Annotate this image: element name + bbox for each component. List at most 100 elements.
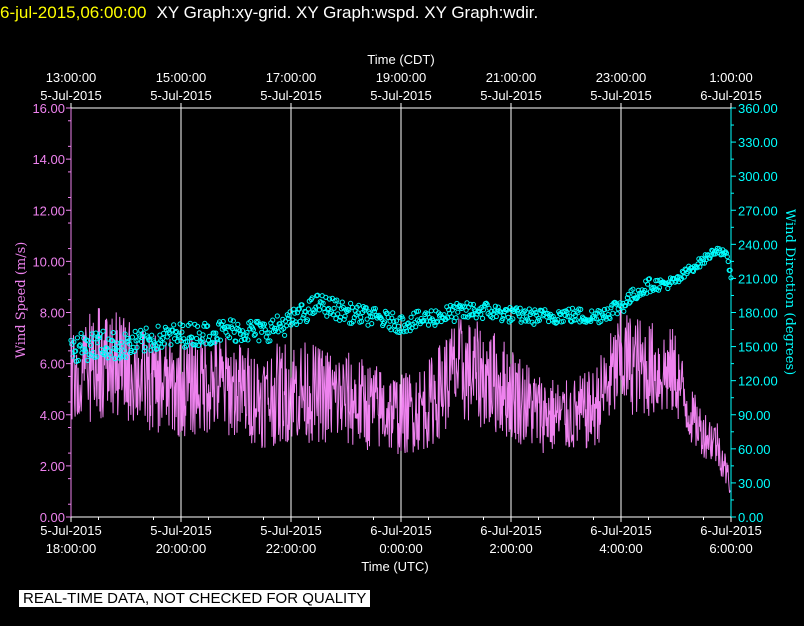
wind-direction-point [656,285,663,291]
wind-direction-point [245,337,251,343]
wind-direction-point [94,354,100,360]
wind-direction-point [372,306,378,312]
wind-direction-point [516,313,522,319]
wind-direction-point [78,330,84,336]
wind-direction-series [68,245,734,364]
vertical-gridlines [180,108,622,517]
wind-direction-point [116,348,122,354]
top-tick-date: 5-Jul-2015 [150,88,211,103]
top-tick-time: 15:00:00 [156,70,207,85]
wind-direction-point [358,314,364,320]
wind-direction-point [401,329,407,335]
left-tick-label: 10.00 [32,254,65,269]
wind-direction-point [578,306,584,312]
wind-direction-point [121,348,127,354]
wind-direction-point [164,334,170,340]
graph-titles: XY Graph:xy-grid. XY Graph:wspd. XY Grap… [156,3,539,22]
wind-direction-point [227,317,234,323]
bottom-tick-date: 5-Jul-2015 [150,523,211,538]
wind-direction-point [177,321,183,327]
wind-direction-point [337,314,344,320]
wind-direction-point [292,310,298,316]
wind-direction-point [379,316,385,322]
wind-direction-point [95,340,101,346]
right-tick-label: 240.00 [738,237,778,252]
wind-direction-point [283,323,289,329]
wind-direction-point [296,306,302,312]
wind-direction-point [83,348,89,354]
wind-direction-point [453,315,459,321]
bottom-tick-date: 6-Jul-2015 [370,523,431,538]
wind-direction-point [171,322,177,328]
bottom-axis-title: Time (UTC) [361,559,428,574]
top-tick-time: 21:00:00 [486,70,537,85]
wind-direction-point [493,313,499,320]
wind-direction-point [492,303,498,309]
top-tick-time: 13:00:00 [46,70,97,85]
wind-direction-point [98,347,104,353]
top-tick-time: 23:00:00 [596,70,647,85]
qc-notice: REAL-TIME DATA, NOT CHECKED FOR QUALITY [19,590,371,607]
wind-direction-point [270,317,276,323]
wind-direction-point [163,327,169,333]
wind-direction-point [707,255,713,261]
left-tick-label: 16.00 [32,101,65,116]
wind-direction-point [154,346,160,352]
wind-direction-point [398,328,404,334]
graph-header: 6-jul-2015,06:00:00 XY Graph:xy-grid. XY … [0,3,538,27]
wind-direction-point [91,336,97,342]
wind-direction-point [682,266,688,272]
wind-direction-point [388,327,394,333]
wind-direction-point [367,310,373,316]
wind-direction-point [131,348,137,354]
right-tick-label: 120.00 [738,374,778,389]
wind-direction-point [560,318,566,324]
top-tick-date: 5-Jul-2015 [590,88,651,103]
wind-direction-point [248,318,254,325]
bottom-tick-date: 5-Jul-2015 [40,523,101,538]
wind-direction-point [282,318,289,324]
wind-direction-point [122,331,128,337]
wind-direction-point [425,322,432,328]
wind-direction-point [281,325,287,331]
wind-direction-point [230,318,236,324]
wind-direction-point [282,332,288,338]
wind-direction-point [73,348,79,354]
left-tick-label: 14.00 [32,152,65,167]
right-axis-title: Wind Direction (degrees) [782,209,797,375]
wind-direction-point [172,329,179,336]
wind-direction-point [195,342,201,348]
wind-direction-point [250,327,256,333]
bottom-tick-date: 5-Jul-2015 [260,523,321,538]
wind-direction-point [725,258,731,265]
wind-direction-point [189,334,195,341]
wind-direction-point [139,335,146,341]
bottom-tick-time: 6:00:00 [709,541,752,556]
wind-direction-point [87,342,93,348]
wind-direction-point [598,318,604,324]
wind-direction-point [428,308,434,314]
wind-direction-point [259,329,265,335]
wind-direction-point [266,330,272,336]
wind-direction-point [697,264,703,270]
wind-direction-point [426,315,432,321]
wind-direction-point [624,295,631,301]
bottom-tick-date: 6-Jul-2015 [590,523,651,538]
wind-direction-point [356,302,362,308]
top-tick-time: 1:00:00 [709,70,752,85]
wind-direction-point [712,251,719,257]
wind-direction-point [297,318,303,324]
wind-direction-point [85,338,92,344]
wind-direction-point [200,332,206,338]
wind-direction-point [678,276,684,282]
wind-direction-point [415,308,421,314]
left-tick-label: 8.00 [40,306,65,321]
wind-direction-point [209,339,215,345]
wind-direction-point [413,324,419,330]
wind-direction-point [300,315,306,321]
wind-direction-point [303,309,309,315]
wind-direction-point [227,335,233,341]
right-tick-label: 60.00 [738,442,771,457]
wind-direction-point [724,254,730,260]
